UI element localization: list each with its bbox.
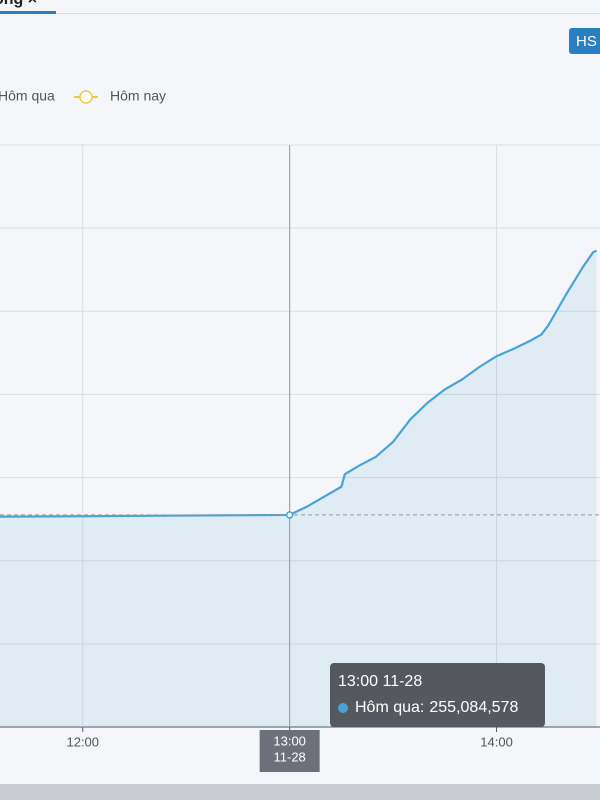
legend-label: Hôm nay	[110, 88, 166, 104]
crosshair-label-bg	[259, 730, 320, 772]
tooltip-value: 255,084,578	[429, 699, 518, 716]
tooltip-marker	[338, 703, 348, 713]
tab-border	[0, 13, 600, 14]
area	[0, 250, 597, 727]
tab-label[interactable]: ông ×	[0, 0, 37, 8]
tooltip-bg	[330, 663, 545, 727]
button[interactable]	[569, 28, 600, 54]
x-tick-label: 12:00	[66, 734, 99, 749]
line	[0, 249, 598, 518]
legend-icon	[79, 90, 93, 104]
x-tick-label: 14:00	[480, 734, 513, 749]
hover-point	[285, 511, 294, 519]
legend-label: Hôm qua	[0, 88, 55, 104]
button-label[interactable]: HS	[576, 33, 597, 50]
crosshair-date: 11-28	[274, 749, 306, 764]
tooltip-title: 13:00 11-28	[338, 673, 422, 690]
crosshair-time: 13:00	[273, 733, 306, 748]
bottom-bar	[0, 784, 600, 800]
tab-underline	[0, 11, 56, 14]
tooltip-label: Hôm qua:	[355, 699, 424, 716]
